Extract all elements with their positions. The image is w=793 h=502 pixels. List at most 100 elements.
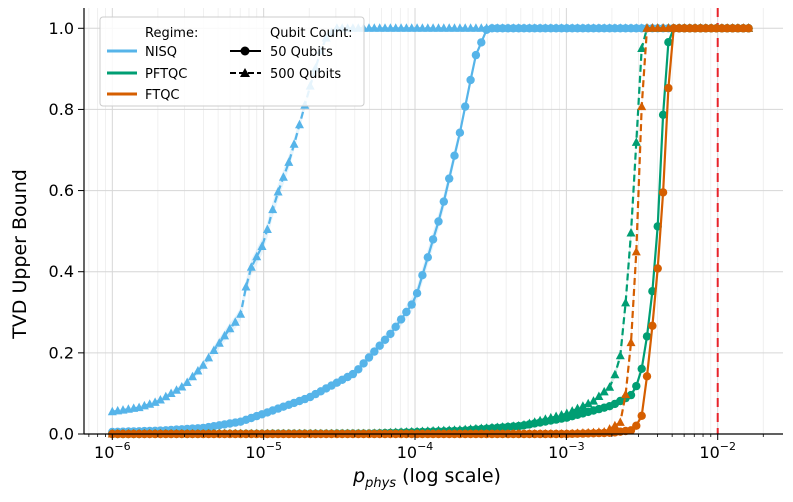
data-point [407, 300, 416, 309]
legend-qubit-50: 50 Qubits [230, 45, 333, 60]
y-tick-label: 0.8 [49, 100, 74, 119]
data-point [198, 360, 208, 369]
data-point [439, 197, 448, 206]
data-point [172, 385, 181, 394]
y-tick-label: 0.6 [49, 181, 74, 200]
data-point [658, 188, 668, 197]
data-point [642, 332, 652, 341]
data-point [193, 366, 203, 375]
data-point [434, 217, 443, 226]
y-tick-label: 1.0 [49, 19, 74, 38]
data-point [664, 38, 673, 47]
data-point [653, 264, 662, 273]
data-point [150, 397, 160, 406]
data-point [364, 353, 374, 362]
legend-qubit-500: 500 Qubits [230, 67, 341, 82]
data-point [599, 427, 609, 436]
data-point [428, 235, 438, 244]
x-axis-label-var: p [352, 465, 365, 487]
data-point [615, 417, 625, 426]
data-point [637, 101, 647, 111]
data-point [295, 119, 304, 129]
legend: Regime: NISQ PFTQC FTQC Qubit Count: 50 … [99, 16, 365, 107]
data-point [631, 246, 641, 256]
data-point [418, 271, 427, 280]
x-tick-base: 10 [94, 443, 114, 462]
x-axis-label: pphys (log scale) [352, 465, 501, 491]
data-point [182, 377, 192, 386]
data-point [214, 338, 224, 347]
x-tick-base: 10 [397, 443, 417, 462]
data-point [284, 157, 294, 166]
data-point [594, 391, 604, 400]
x-tick-label: 10−2 [699, 440, 736, 462]
data-point [466, 75, 475, 85]
data-point [402, 307, 411, 317]
legend-box [99, 16, 365, 107]
data-point [273, 187, 283, 196]
legend-pftqc-label: PFTQC [145, 67, 187, 82]
y-tick-label: 0.0 [49, 425, 74, 444]
data-point [455, 128, 465, 137]
data-point [615, 350, 625, 360]
legend-50-label: 50 Qubits [270, 45, 333, 60]
series-ftqc-500 [107, 23, 754, 438]
legend-500-label: 500 Qubits [270, 67, 341, 82]
y-tick-label: 0.2 [49, 343, 74, 362]
series-group [107, 23, 754, 439]
x-tick-label: 10−3 [548, 440, 585, 462]
x-tick-base: 10 [699, 443, 719, 462]
data-point [241, 282, 251, 291]
data-point [621, 389, 631, 399]
data-point [166, 388, 176, 397]
data-point [450, 151, 459, 160]
data-point [471, 50, 481, 60]
data-point [648, 321, 657, 330]
legend-regime-ftqc: FTQC [107, 88, 180, 103]
data-point [257, 241, 267, 250]
data-point [188, 371, 197, 381]
data-point [155, 395, 165, 404]
data-point [610, 420, 620, 430]
data-point [225, 323, 235, 333]
data-point [637, 43, 647, 52]
data-point [268, 204, 278, 214]
x-axis-label-sub: phys [364, 476, 396, 491]
data-point [246, 262, 256, 271]
data-point [209, 345, 219, 354]
legend-ftqc-label: FTQC [145, 88, 180, 103]
legend-nisq-label: NISQ [145, 45, 177, 60]
data-point [359, 359, 368, 368]
data-point [578, 401, 588, 410]
data-point [626, 337, 636, 347]
legend-qubit-title: Qubit Count: [270, 26, 353, 41]
x-tick-exponent: −5 [266, 440, 282, 453]
data-point [637, 364, 646, 373]
data-point [396, 315, 406, 324]
data-point [664, 83, 673, 93]
x-tick-base: 10 [548, 443, 568, 462]
series-line [112, 27, 749, 436]
data-point [567, 406, 577, 415]
x-tick-exponent: −3 [568, 440, 584, 453]
data-point [632, 421, 641, 430]
legend-50-marker [240, 46, 250, 56]
x-axis-label-suffix: (log scale) [396, 465, 501, 487]
data-point [605, 424, 615, 433]
x-tick-exponent: −6 [114, 440, 130, 453]
data-point [391, 322, 400, 331]
data-point [230, 317, 240, 326]
series-line [112, 27, 749, 436]
data-point [599, 386, 609, 396]
data-point [642, 372, 652, 381]
data-point [658, 110, 668, 120]
legend-500-marker [240, 68, 250, 77]
series-line [112, 27, 749, 413]
data-point [445, 174, 454, 183]
data-point [354, 365, 363, 374]
data-point [177, 382, 187, 391]
x-tick-base: 10 [245, 443, 265, 462]
legend-regime-nisq: NISQ [107, 45, 177, 60]
data-point [573, 403, 582, 413]
